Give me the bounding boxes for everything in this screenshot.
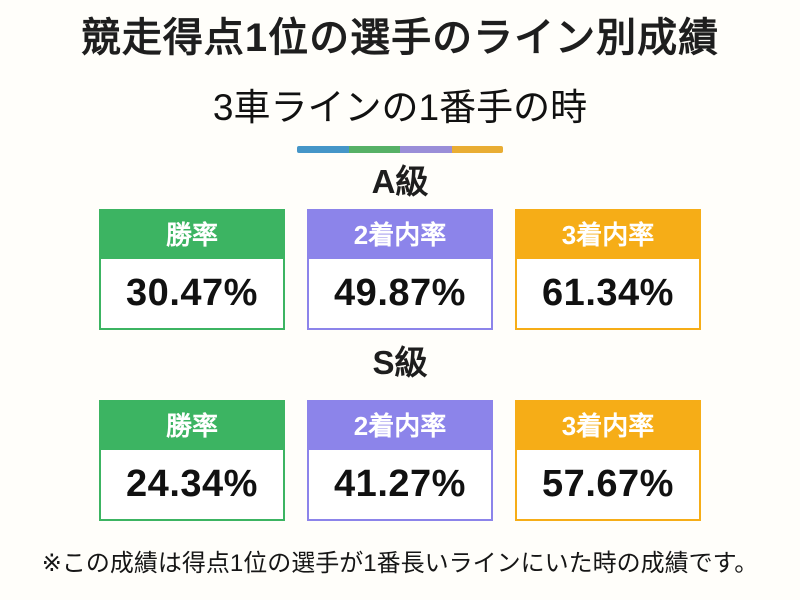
metric-value: 61.34% xyxy=(542,272,674,314)
metric-card-body: 49.87% xyxy=(307,257,493,330)
page-title: 競走得点1位の選手のライン別成績 xyxy=(80,16,720,60)
metric-card-header: 勝率 xyxy=(99,400,285,448)
metric-card-body: 30.47% xyxy=(99,257,285,330)
a-class-cards-row: 勝率 30.47% 2着内率 49.87% 3着内率 61.34% xyxy=(0,209,800,330)
metric-value: 30.47% xyxy=(126,272,258,314)
metric-card-body: 41.27% xyxy=(307,448,493,521)
metric-card-body: 24.34% xyxy=(99,448,285,521)
divider-segment-blue xyxy=(297,146,349,153)
metric-label: 3着内率 xyxy=(561,219,655,250)
metric-card-header: 3着内率 xyxy=(515,400,701,448)
metric-card-s-top3-rate: 3着内率 57.67% xyxy=(515,400,701,521)
metric-card-s-top2-rate: 2着内率 41.27% xyxy=(307,400,493,521)
page-subtitle: 3車ラインの1番手の時 xyxy=(212,87,588,128)
metric-card-a-top2-rate: 2着内率 49.87% xyxy=(307,209,493,330)
metric-label: 勝率 xyxy=(165,219,218,250)
metric-value: 24.34% xyxy=(126,463,258,505)
metric-value: 49.87% xyxy=(334,272,466,314)
metric-card-a-top3-rate: 3着内率 61.34% xyxy=(515,209,701,330)
footnote: ※この成績は得点1位の選手が1番長いラインにいた時の成績です。 xyxy=(41,550,759,577)
metric-card-header: 3着内率 xyxy=(515,209,701,257)
metric-card-body: 61.34% xyxy=(515,257,701,330)
metric-value: 41.27% xyxy=(334,463,466,505)
metric-label: 2着内率 xyxy=(353,219,447,250)
metric-label: 勝率 xyxy=(165,410,218,441)
metric-card-header: 2着内率 xyxy=(307,209,493,257)
section-label-s-class: S級 xyxy=(372,344,428,381)
four-color-divider xyxy=(297,146,503,153)
metric-card-body: 57.67% xyxy=(515,448,701,521)
metric-card-header: 勝率 xyxy=(99,209,285,257)
section-label-a-class: A級 xyxy=(371,163,429,200)
divider-segment-green xyxy=(348,146,400,153)
metric-card-header: 2着内率 xyxy=(307,400,493,448)
metric-card-s-win-rate: 勝率 24.34% xyxy=(99,400,285,521)
metric-label: 2着内率 xyxy=(353,410,447,441)
metric-card-a-win-rate: 勝率 30.47% xyxy=(99,209,285,330)
divider-segment-orange xyxy=(451,146,503,153)
metric-value: 57.67% xyxy=(542,463,674,505)
divider-segment-purple xyxy=(400,146,452,153)
metric-label: 3着内率 xyxy=(561,410,655,441)
s-class-cards-row: 勝率 24.34% 2着内率 41.27% 3着内率 57.67% xyxy=(0,400,800,521)
